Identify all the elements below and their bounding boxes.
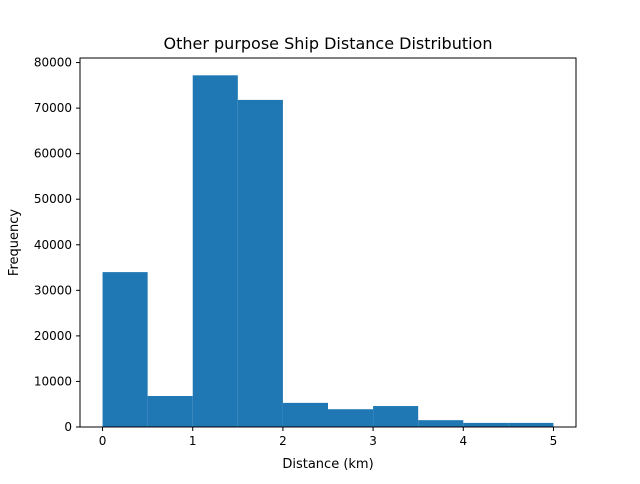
y-tick-label: 80000 — [34, 56, 72, 70]
y-ticks-group: 0 10000 20000 30000 40000 50000 60000 70000 8000… — [34, 56, 80, 434]
x-tick-label: 1 — [189, 434, 197, 448]
histogram-bar — [102, 272, 148, 427]
y-tick-label: 30000 — [34, 283, 72, 297]
x-axis-label: Distance (km) — [282, 457, 373, 472]
y-tick-label: 50000 — [34, 192, 72, 206]
chart-title: Other purpose Ship Distance Distribution — [164, 34, 493, 53]
bars-group — [102, 75, 554, 427]
histogram-bar — [237, 99, 283, 427]
y-tick-label: 40000 — [34, 238, 72, 252]
y-tick-label: 20000 — [34, 329, 72, 343]
y-tick-label: 70000 — [34, 101, 72, 115]
x-tick-label: 3 — [369, 434, 377, 448]
histogram-bar — [147, 396, 193, 427]
histogram-bar — [463, 422, 509, 427]
x-ticks-group: 0 1 2 3 4 5 — [99, 427, 558, 448]
x-tick-label: 0 — [99, 434, 107, 448]
x-tick-label: 2 — [279, 434, 287, 448]
histogram-bar — [373, 406, 419, 427]
y-tick-label: 0 — [64, 420, 72, 434]
y-tick-label: 10000 — [34, 374, 72, 388]
y-tick-label: 60000 — [34, 147, 72, 161]
x-tick-label: 5 — [550, 434, 558, 448]
histogram-bar — [282, 402, 328, 427]
histogram-bar — [418, 420, 464, 427]
histogram-bar — [192, 75, 238, 427]
histogram-bar — [508, 422, 554, 427]
plot-frame — [79, 57, 577, 428]
x-tick-label: 4 — [459, 434, 467, 448]
y-axis-label: Frequency — [7, 209, 22, 276]
histogram-bar — [328, 409, 374, 427]
